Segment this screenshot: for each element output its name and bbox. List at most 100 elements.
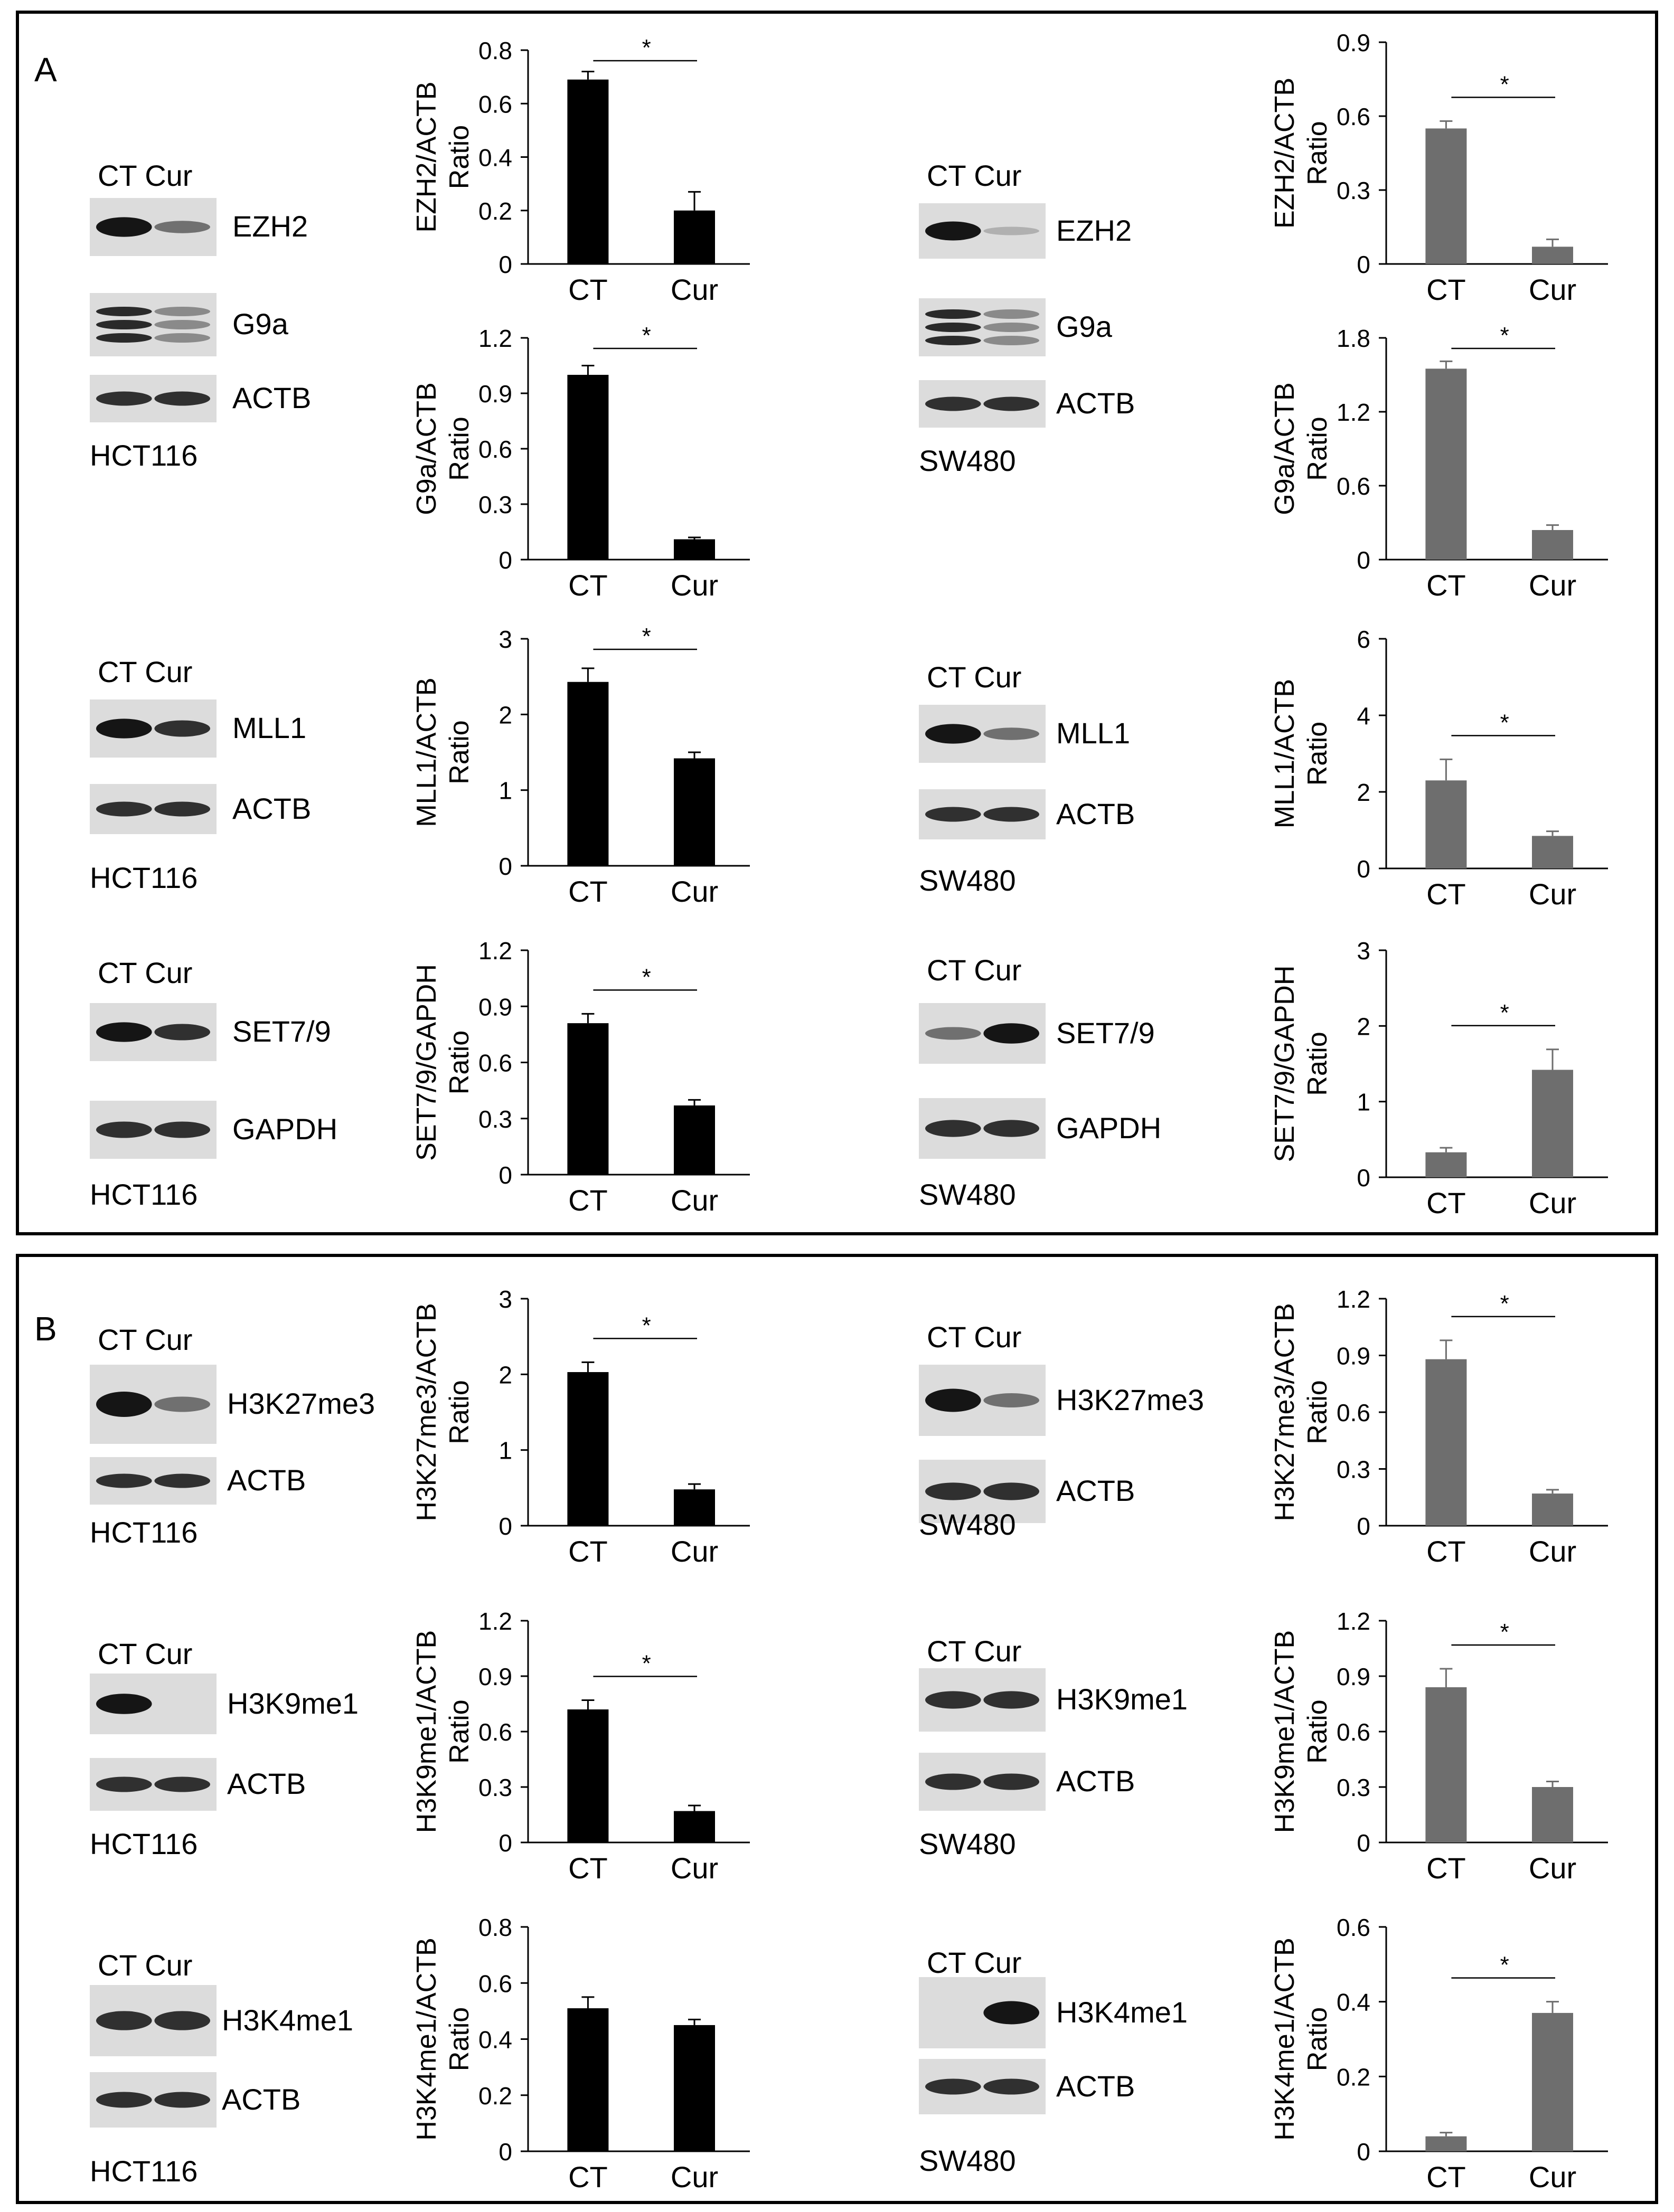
bar (1425, 1359, 1467, 1526)
cell-line-label: HCT116 (90, 2154, 198, 2188)
protein-label: ACTB (1056, 1474, 1135, 1507)
y-axis-label: Ratio (444, 1031, 475, 1094)
x-tick-label: CT (568, 875, 608, 908)
y-tick-label: 0.6 (478, 1718, 512, 1746)
lane-labels: CT Cur (98, 159, 193, 192)
x-tick-label: CT (1426, 569, 1466, 602)
bar (1425, 368, 1467, 560)
y-axis-label: Ratio (444, 2007, 475, 2071)
y-tick-label: 0 (1357, 546, 1370, 574)
bar (674, 539, 715, 560)
y-tick-label: 0.6 (478, 90, 512, 118)
protein-label: H3K9me1 (227, 1686, 359, 1720)
x-tick-label: CT (568, 569, 608, 602)
bar (1425, 128, 1467, 264)
blot-band-image (919, 298, 1046, 356)
protein-label: MLL1 (1056, 716, 1131, 750)
blot-band-image (90, 1758, 217, 1811)
y-tick-label: 0 (1357, 2138, 1370, 2166)
lane-labels: CT Cur (98, 956, 193, 989)
y-tick-label: 0.8 (478, 1914, 512, 1941)
bar (674, 2025, 715, 2151)
cell-line-label: SW480 (919, 1178, 1016, 1211)
y-axis-label: H3K9me1/ACTB (1269, 1630, 1300, 1833)
bar (674, 1105, 715, 1175)
y-tick-label: 0 (1357, 1164, 1370, 1192)
blot-band-image (919, 1365, 1046, 1436)
protein-label: ACTB (1056, 1764, 1135, 1798)
lane-labels: CT Cur (98, 655, 193, 688)
bar (674, 210, 715, 264)
y-tick-label: 1.8 (1337, 325, 1370, 352)
bar (567, 375, 609, 560)
x-tick-label: Cur (1529, 2160, 1576, 2194)
lane-labels: CT Cur (927, 660, 1022, 694)
blot-band-image (90, 2072, 217, 2128)
protein-label: ACTB (222, 2082, 301, 2116)
y-axis-label: Ratio (444, 125, 475, 189)
y-axis-label: Ratio (1302, 1032, 1333, 1095)
bar (1532, 836, 1573, 868)
y-axis-label: G9a/ACTB (411, 382, 442, 515)
y-tick-label: 0 (499, 853, 512, 880)
x-tick-label: CT (1426, 273, 1466, 306)
lane-labels: CT Cur (98, 1637, 193, 1670)
x-tick-label: CT (568, 1535, 608, 1568)
y-axis-label: Ratio (444, 417, 475, 480)
x-tick-label: Cur (671, 2160, 718, 2194)
panel-b-letter: B (34, 1310, 57, 1348)
y-tick-label: 0.3 (1337, 177, 1370, 204)
y-axis-label: H3K4me1/ACTB (1269, 1937, 1300, 2140)
protein-label: EZH2 (1056, 213, 1132, 247)
cell-line-label: SW480 (919, 2144, 1016, 2177)
y-tick-label: 1.2 (1337, 1285, 1370, 1313)
y-tick-label: 0.6 (1337, 472, 1370, 500)
y-axis-label: Ratio (1302, 1380, 1333, 1444)
y-axis-label: EZH2/ACTB (1269, 78, 1300, 229)
y-tick-label: 0.6 (1337, 1718, 1370, 1746)
x-tick-label: CT (1426, 2160, 1466, 2194)
lane-labels: CT Cur (927, 1946, 1022, 1979)
blot-band-image (90, 1985, 217, 2056)
lane-labels: CT Cur (927, 1634, 1022, 1668)
y-tick-label: 0.6 (1337, 1914, 1370, 1941)
protein-label: ACTB (1056, 2069, 1135, 2103)
y-axis-label: Ratio (1302, 2007, 1333, 2071)
y-tick-label: 0.9 (478, 380, 512, 408)
y-tick-label: 0 (499, 1161, 512, 1189)
significance-star: * (642, 323, 651, 348)
y-axis-label: MLL1/ACTB (411, 677, 442, 827)
x-tick-label: Cur (1529, 1535, 1576, 1568)
protein-label: ACTB (232, 381, 312, 414)
y-axis-label: H3K27me3/ACTB (411, 1303, 442, 1521)
y-tick-label: 0.6 (1337, 103, 1370, 130)
bar (1425, 780, 1467, 868)
cell-line-label: HCT116 (90, 1178, 198, 1211)
y-tick-label: 0.4 (478, 2026, 512, 2054)
x-tick-label: CT (1426, 1535, 1466, 1568)
cell-line-label: HCT116 (90, 1516, 198, 1549)
y-tick-label: 0.4 (478, 144, 512, 172)
protein-label: EZH2 (232, 210, 308, 243)
blot-band-image (919, 1003, 1046, 1064)
x-tick-label: Cur (1529, 569, 1576, 602)
significance-star: * (642, 623, 651, 649)
protein-label: ACTB (227, 1767, 306, 1800)
bar (1532, 247, 1573, 264)
bar (1532, 2012, 1573, 2151)
x-tick-label: CT (568, 2160, 608, 2194)
blot-band-image (90, 1457, 217, 1505)
bar (567, 1372, 609, 1526)
lane-labels: CT Cur (927, 953, 1022, 987)
significance-star: * (1500, 1000, 1509, 1026)
significance-star: * (642, 964, 651, 990)
y-tick-label: 0.9 (478, 993, 512, 1020)
y-axis-label: G9a/ACTB (1269, 382, 1300, 515)
y-tick-label: 0.3 (1337, 1774, 1370, 1801)
blot-band-image (90, 1003, 217, 1061)
protein-label: ACTB (1056, 797, 1135, 830)
significance-star: * (1500, 1619, 1509, 1645)
y-axis-label: SET7/9/GAPDH (411, 964, 442, 1161)
y-tick-label: 0.9 (478, 1663, 512, 1690)
